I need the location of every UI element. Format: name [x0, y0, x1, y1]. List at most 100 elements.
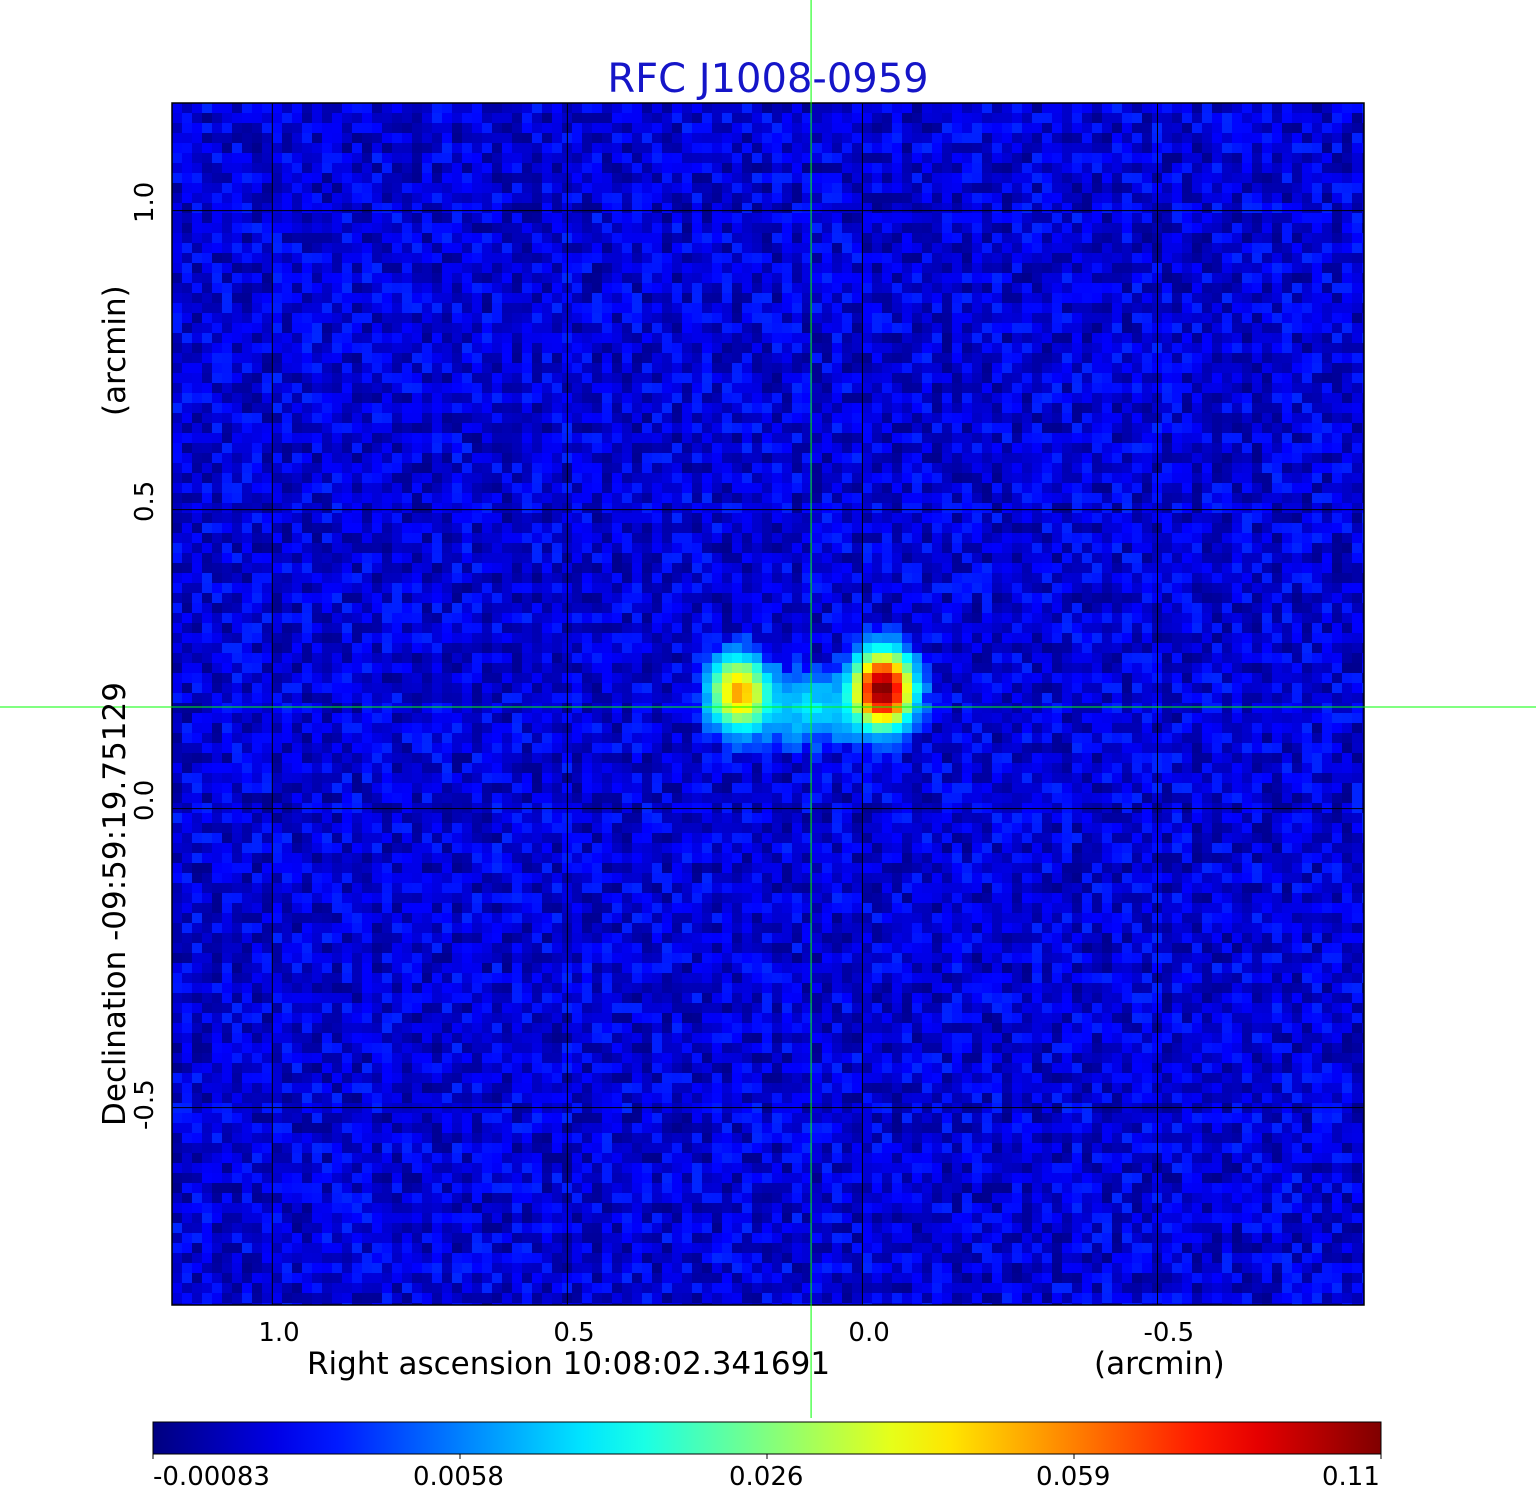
heatmap-cell [1082, 253, 1092, 263]
heatmap-cell [212, 343, 222, 353]
heatmap-cell [172, 493, 182, 503]
heatmap-cell [992, 453, 1002, 463]
heatmap-cell [502, 103, 512, 113]
heatmap-cell [182, 313, 192, 323]
heatmap-cell [1262, 173, 1272, 183]
heatmap-cell [1072, 433, 1082, 443]
heatmap-cell [1112, 313, 1122, 323]
heatmap-cell [532, 133, 542, 143]
heatmap-cell [1352, 463, 1362, 473]
heatmap-cell [1122, 103, 1132, 113]
heatmap-cell [932, 133, 942, 143]
heatmap-cell [212, 403, 222, 413]
heatmap-cell [882, 443, 892, 453]
heatmap-cell [962, 363, 972, 373]
heatmap-cell [702, 393, 712, 403]
heatmap-cell [362, 343, 372, 353]
heatmap-cell [1182, 103, 1192, 113]
heatmap-cell [682, 443, 692, 453]
heatmap-cell [1262, 343, 1272, 353]
heatmap-cell [1162, 293, 1172, 303]
heatmap-cell [392, 123, 402, 133]
heatmap-cell [892, 393, 902, 403]
heatmap-cell [202, 383, 212, 393]
heatmap-cell [1242, 203, 1252, 213]
heatmap-cell [932, 503, 942, 513]
heatmap-cell [602, 193, 612, 203]
heatmap-cell [992, 263, 1002, 273]
heatmap-cell [1042, 433, 1052, 443]
heatmap-cell [192, 133, 202, 143]
heatmap-cell [222, 283, 232, 293]
heatmap-cell [242, 383, 252, 393]
heatmap-cell [982, 393, 992, 403]
heatmap-cell [332, 313, 342, 323]
heatmap-cell [1122, 203, 1132, 213]
heatmap-cell [272, 123, 282, 133]
heatmap-cell [1182, 333, 1192, 343]
heatmap-cell [1102, 453, 1112, 463]
heatmap-cell [422, 183, 432, 193]
heatmap-cell [612, 383, 622, 393]
heatmap-cell [992, 203, 1002, 213]
heatmap-cell [1102, 283, 1112, 293]
heatmap-cell [532, 213, 542, 223]
heatmap-cell [1162, 403, 1172, 413]
heatmap-cell [792, 323, 802, 333]
heatmap-cell [1172, 213, 1182, 223]
heatmap-cell [582, 333, 592, 343]
heatmap-cell [702, 213, 712, 223]
heatmap-cell [1332, 483, 1342, 493]
heatmap-cell [622, 243, 632, 253]
heatmap-cell [172, 243, 182, 253]
heatmap-cell [1322, 263, 1332, 273]
heatmap-cell [582, 423, 592, 433]
heatmap-cell [1082, 483, 1092, 493]
heatmap-cell [852, 113, 862, 123]
heatmap-cell [932, 283, 942, 293]
heatmap-cell [1162, 163, 1172, 173]
heatmap-cell [1342, 213, 1352, 223]
heatmap-cell [732, 343, 742, 353]
heatmap-cell [592, 113, 602, 123]
heatmap-cell [432, 233, 442, 243]
heatmap-cell [1122, 503, 1132, 513]
heatmap-cell [212, 303, 222, 313]
heatmap-cell [1172, 433, 1182, 443]
heatmap-cell [362, 473, 372, 483]
heatmap-cell [1302, 353, 1312, 363]
heatmap-cell [862, 423, 872, 433]
heatmap-cell [1092, 403, 1102, 413]
heatmap-cell [542, 173, 552, 183]
heatmap-cell [512, 203, 522, 213]
heatmap-cell [752, 483, 762, 493]
heatmap-cell [732, 323, 742, 333]
heatmap-cell [1272, 193, 1282, 203]
heatmap-cell [842, 473, 852, 483]
heatmap-cell [892, 433, 902, 443]
heatmap-cell [382, 383, 392, 393]
heatmap-cell [972, 123, 982, 133]
heatmap-cell [222, 513, 232, 523]
heatmap-cell [422, 383, 432, 393]
heatmap-cell [1182, 273, 1192, 283]
heatmap-cell [752, 343, 762, 353]
heatmap-cell [1212, 173, 1222, 183]
heatmap-cell [782, 203, 792, 213]
heatmap-cell [452, 223, 462, 233]
heatmap-cell [822, 323, 832, 333]
heatmap-cell [252, 283, 262, 293]
heatmap-cell [852, 493, 862, 503]
heatmap-cell [812, 503, 822, 513]
heatmap-cell [382, 483, 392, 493]
heatmap-cell [672, 173, 682, 183]
heatmap-cell [832, 383, 842, 393]
heatmap-cell [242, 143, 252, 153]
heatmap-cell [902, 163, 912, 173]
heatmap-cell [1212, 343, 1222, 353]
heatmap-cell [342, 233, 352, 243]
heatmap-cell [1172, 493, 1182, 503]
heatmap-cell [1032, 183, 1042, 193]
heatmap-cell [1102, 213, 1112, 223]
heatmap-cell [192, 323, 202, 333]
